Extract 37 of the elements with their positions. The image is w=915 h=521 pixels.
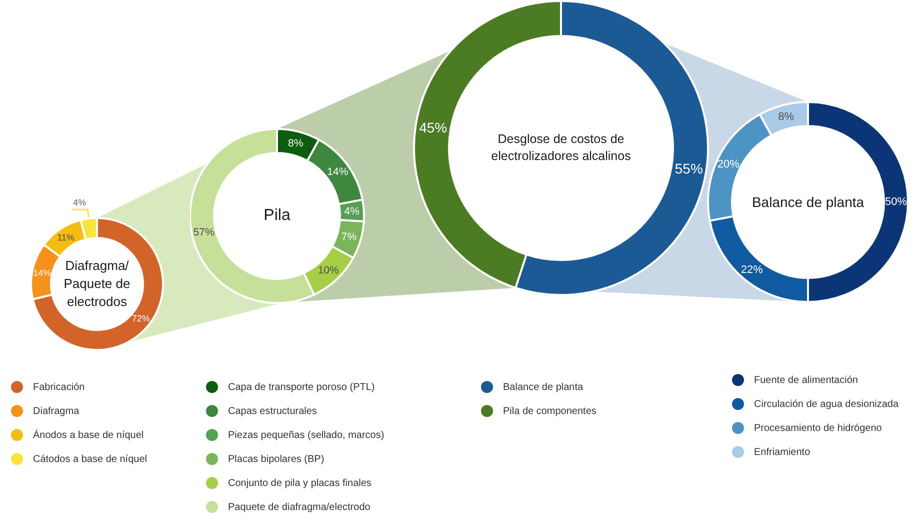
data-label: 22% (740, 264, 764, 276)
data-label: 14% (33, 268, 52, 278)
donut-slice (32, 217, 164, 351)
legend-label: Pila de componentes (503, 406, 596, 417)
legend-label: Procesamiento de hidrógeno (754, 423, 882, 434)
legend-label: Capas estructurales (228, 406, 317, 417)
data-label: 11% (57, 232, 74, 242)
data-label: 8% (778, 110, 794, 123)
legend-label: Conjunto de pila y placas finales (228, 478, 372, 489)
legend-label: Placas bipolares (BP) (228, 454, 324, 465)
legend-label: Circulación de agua desionizada (754, 399, 899, 410)
legend-label: Paquete de diafragma/electrodo (228, 502, 370, 513)
data-label: 14% (327, 166, 348, 178)
legend-label: Enfriamiento (754, 447, 810, 458)
data-label: 55% (674, 160, 703, 176)
legend-label: Diafragma (33, 406, 80, 417)
text: Pila (262, 206, 292, 226)
text: Desglose de costos de electrolizadores alcalinos (490, 131, 632, 165)
legend-label: Balance de planta (503, 382, 584, 393)
data-label: 4% (344, 205, 360, 218)
legend-label: Piezas pequeñas (sellado, marcos) (228, 430, 384, 441)
data-label: 10% (318, 264, 339, 277)
data-label: 45% (419, 120, 448, 136)
legend-label: Fuente de alimentación (754, 375, 858, 386)
text: Balance de planta (750, 193, 866, 211)
data-label: 50% (884, 196, 908, 208)
legend-label: Fabricación (33, 382, 85, 393)
data-label: 7% (341, 230, 357, 243)
data-label: 20% (717, 158, 740, 171)
text: Diafragma/ Paquete de electrodos (62, 257, 132, 311)
data-label: 8% (288, 137, 304, 150)
data-label: 57% (193, 226, 214, 238)
legend-label: Capa de transporte poroso (PTL) (228, 382, 375, 393)
legend-label: Cátodos a base de níquel (33, 454, 147, 465)
data-label: 4% (73, 198, 86, 208)
data-label: 72% (132, 314, 150, 324)
legend-label: Ánodos a base de níquel (33, 430, 144, 441)
